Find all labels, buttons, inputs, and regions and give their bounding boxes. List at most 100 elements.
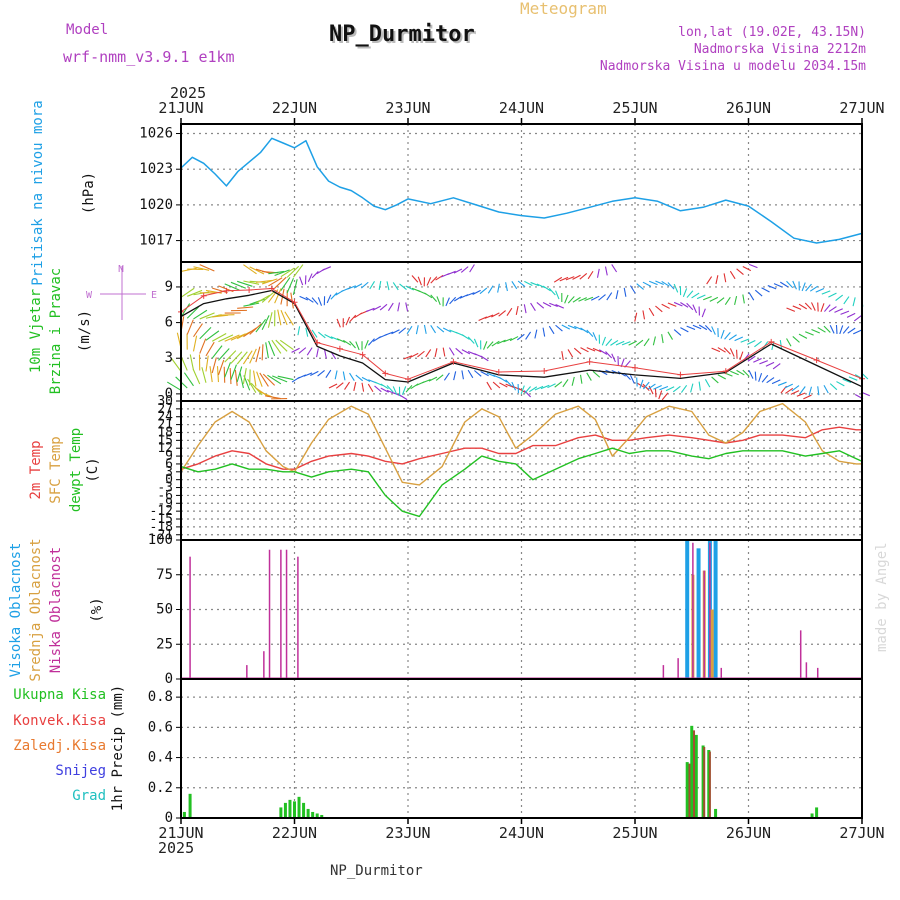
wind-barb	[171, 358, 182, 372]
wind-barb	[835, 324, 838, 334]
panel-frame	[180, 678, 863, 819]
cloud-bar-0	[713, 540, 718, 679]
wind-barb	[792, 280, 797, 290]
wind-barb	[267, 374, 282, 385]
wind-barb	[592, 332, 598, 341]
cloud-y-tick: 75	[156, 567, 173, 583]
wind-barb	[224, 350, 237, 363]
wind-barb	[567, 296, 575, 304]
wind-barb	[680, 358, 681, 367]
wind-barb	[559, 276, 569, 282]
temp-y-tick: -21	[150, 528, 173, 543]
credit-text: made by Angel	[874, 542, 890, 652]
temp-y-tick: 18	[157, 425, 173, 440]
lonlat-text: lon,lat (19.02E, 43.15N)	[678, 25, 866, 40]
wind-barb	[534, 385, 544, 391]
wind-barb	[286, 265, 300, 278]
temp-unit: (C)	[85, 457, 101, 482]
wind-barb	[612, 384, 619, 390]
wind-barb	[737, 388, 745, 392]
wind-barb	[524, 267, 532, 272]
wind-barb	[418, 305, 425, 311]
wind-barb	[711, 326, 716, 335]
temp-y-tick: -18	[150, 520, 173, 535]
wind-barb	[480, 355, 489, 362]
wind-barb	[261, 315, 270, 331]
wind-barb	[817, 327, 826, 333]
wind-barb	[709, 296, 719, 302]
precip-bar-0	[810, 813, 814, 818]
wind-barb	[673, 301, 683, 307]
wind-barb	[384, 331, 394, 336]
wind-barb	[255, 318, 267, 333]
temp-y-tick: 0	[165, 473, 173, 488]
model-name: wrf-nmm_v3.9.1 e1km	[63, 48, 235, 66]
wind-barb	[604, 266, 608, 276]
wind-barb	[784, 383, 794, 389]
wind-barb	[716, 297, 725, 304]
wind-barb	[511, 280, 518, 290]
x-tick-top: 21JUN	[158, 99, 203, 117]
wind-barb	[667, 302, 677, 307]
wind-barb	[272, 375, 288, 383]
wind-barb	[205, 355, 209, 372]
wind-barb	[785, 387, 794, 394]
wind-barb	[211, 345, 223, 359]
precip-bar-0	[297, 796, 301, 818]
wind-barb	[224, 362, 232, 378]
wind-barb	[641, 364, 649, 367]
wind-barb	[699, 351, 707, 355]
precip-bar-0	[288, 799, 292, 818]
wind-barb	[624, 382, 632, 385]
wind-barb	[586, 329, 594, 337]
wind-barb	[467, 369, 474, 379]
wind-barb	[653, 385, 662, 390]
x-tick-bottom: 27JUN	[839, 824, 884, 842]
wind-barb	[461, 334, 470, 340]
wind-barb	[271, 339, 282, 354]
precip-bar-1	[693, 730, 696, 818]
wind-barb	[243, 280, 260, 285]
precip-bar-1	[708, 751, 711, 818]
wind-barb	[247, 378, 257, 393]
wind-barb	[397, 302, 401, 312]
cloud-y-tick: 100	[148, 532, 173, 548]
wind-barb	[642, 310, 646, 320]
wind-barb	[648, 307, 655, 317]
wind-barb	[437, 311, 445, 315]
wind-barb	[696, 294, 706, 300]
wind-barb	[639, 379, 644, 389]
wind-barb	[318, 317, 326, 321]
wind-barb	[392, 386, 398, 395]
wind-barb	[522, 362, 530, 365]
wind-barb	[368, 338, 375, 346]
wind-barb	[412, 303, 417, 311]
wind-barb	[505, 282, 508, 292]
wind-barb	[483, 341, 488, 350]
wind-barb	[205, 341, 215, 357]
wind-barb	[742, 369, 750, 377]
wind-barb	[629, 374, 635, 384]
wind-barb	[303, 372, 313, 377]
wind-barb	[199, 338, 207, 354]
precip-y-tick: 0	[165, 810, 173, 826]
wind-barb	[618, 383, 626, 387]
wind-barb	[849, 277, 854, 285]
wind-barb	[386, 281, 390, 291]
wind-barb	[435, 395, 443, 399]
wind-barb	[546, 276, 549, 284]
wind-barb	[524, 280, 533, 286]
x-tick-top: 25JUN	[612, 99, 657, 117]
wind-barb	[690, 383, 694, 393]
wind-barb	[605, 351, 613, 359]
wind-barb	[316, 348, 319, 358]
precip-unit: 1hr Precip (mm)	[110, 685, 126, 811]
wind-barb	[584, 296, 594, 302]
wind-barb	[603, 319, 611, 322]
temp-y-tick: 12	[157, 441, 173, 456]
pressure-axis-label: Pritisak na nivou mora	[30, 100, 46, 285]
wind-barb	[193, 309, 208, 320]
wind-barb	[224, 283, 240, 291]
wind-barb	[505, 379, 513, 387]
precip-bar-0	[315, 813, 319, 818]
